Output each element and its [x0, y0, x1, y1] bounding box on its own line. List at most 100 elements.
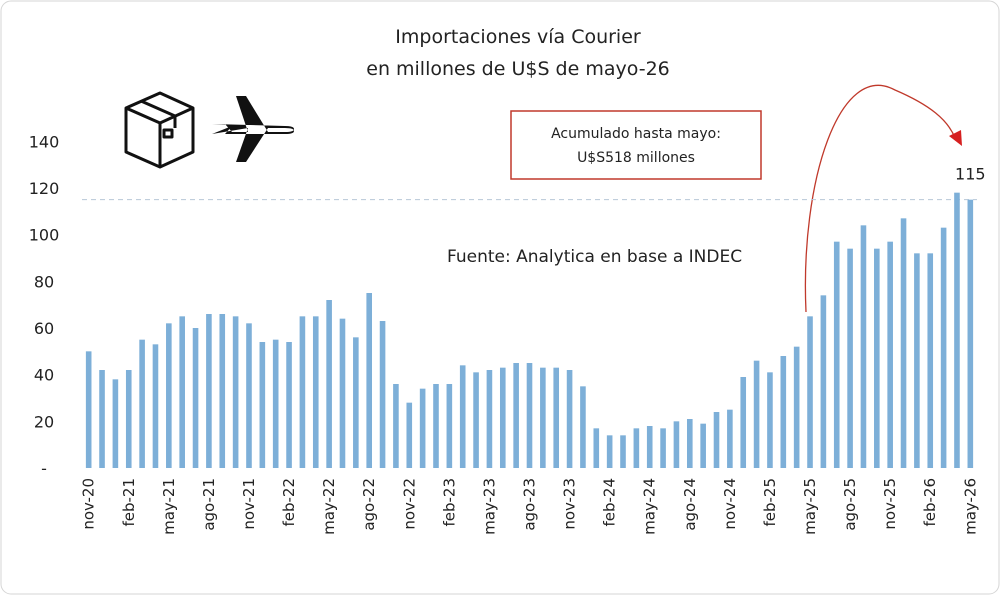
- bar: [499, 367, 506, 468]
- x-tick-label: ago-22: [360, 478, 378, 531]
- x-tick-label: ago-23: [521, 478, 539, 531]
- plane-icon: [212, 96, 294, 162]
- bar: [85, 351, 92, 468]
- data-label: 115: [955, 165, 986, 184]
- box-icon: [124, 91, 195, 169]
- bar: [259, 342, 266, 468]
- annotation-box: [510, 110, 762, 180]
- x-tick-label: may-21: [160, 478, 178, 535]
- x-tick-label: nov-20: [80, 478, 98, 530]
- bar: [833, 241, 840, 468]
- bar: [152, 344, 159, 468]
- bar: [566, 370, 573, 468]
- bar: [419, 388, 426, 468]
- chart-subtitle: en millones de U$S de mayo-26: [366, 58, 670, 80]
- bar: [473, 372, 479, 468]
- y-tick-label: 100: [29, 226, 60, 245]
- bar: [673, 421, 680, 468]
- bar: [753, 360, 760, 468]
- bar: [633, 428, 640, 468]
- bar: [553, 367, 560, 468]
- bar: [112, 379, 119, 468]
- y-tick-label: 40: [34, 366, 54, 385]
- x-tick-label: nov-21: [240, 478, 258, 530]
- bar: [406, 402, 413, 468]
- bar: [967, 199, 974, 468]
- x-tick-label: feb-22: [280, 478, 298, 527]
- bar: [620, 435, 626, 468]
- x-tick-label: ago-25: [841, 478, 859, 531]
- bar: [820, 295, 827, 468]
- bar: [299, 316, 306, 468]
- bar: [246, 323, 252, 468]
- x-tick-label: may-25: [801, 478, 819, 535]
- bar: [793, 346, 800, 468]
- bar: [580, 386, 586, 468]
- bar: [486, 370, 493, 468]
- bar: [540, 367, 546, 468]
- arrow-head: [949, 130, 962, 146]
- x-tick-label: feb-21: [120, 478, 138, 527]
- bar: [660, 428, 666, 468]
- bar: [286, 342, 292, 468]
- x-tick-label: feb-26: [921, 478, 939, 527]
- bar: [125, 370, 132, 468]
- bar: [954, 192, 960, 468]
- x-tick-label: ago-24: [681, 478, 699, 531]
- bar: [446, 384, 453, 468]
- y-tick-label: 140: [29, 132, 60, 151]
- arrow: [804, 84, 956, 313]
- x-tick-label: may-22: [320, 478, 338, 535]
- bar: [379, 321, 386, 468]
- x-tick-label: may-26: [961, 478, 979, 535]
- bar: [713, 412, 720, 468]
- x-tick-label: nov-25: [881, 478, 899, 530]
- bar: [312, 316, 319, 468]
- x-tick-label: nov-24: [721, 478, 739, 530]
- y-tick-label: 20: [34, 412, 54, 431]
- bar: [206, 314, 212, 468]
- bar: [272, 339, 279, 468]
- bar: [914, 253, 920, 468]
- x-tick-label: may-23: [480, 478, 498, 535]
- bar: [847, 248, 853, 468]
- bar: [740, 377, 747, 468]
- bar: [780, 356, 787, 468]
- y-tick-label: 120: [29, 179, 60, 198]
- x-tick-label: feb-24: [601, 478, 619, 527]
- bar: [940, 227, 947, 468]
- bar: [353, 337, 359, 468]
- bar: [767, 372, 773, 468]
- bar: [606, 435, 613, 468]
- bar: [139, 339, 145, 468]
- y-tick-label: -: [41, 459, 47, 478]
- bar: [646, 426, 653, 468]
- bar: [807, 316, 813, 468]
- bar: [727, 409, 733, 468]
- x-tick-label: ago-21: [200, 478, 218, 531]
- bar: [326, 300, 332, 468]
- bar: [900, 218, 907, 468]
- bar: [874, 248, 880, 468]
- bar: [339, 318, 346, 468]
- bar: [513, 363, 519, 468]
- x-tick-label: nov-23: [561, 478, 579, 530]
- x-tick-label: feb-25: [761, 478, 779, 527]
- bar: [927, 253, 934, 468]
- bar: [686, 419, 693, 468]
- x-tick-label: nov-22: [400, 478, 418, 530]
- y-tick-label: 60: [34, 319, 54, 338]
- bar: [192, 328, 199, 468]
- bar: [179, 316, 185, 468]
- x-tick-label: may-24: [641, 478, 659, 535]
- bar: [459, 365, 466, 468]
- bar: [526, 363, 533, 468]
- bar: [860, 225, 867, 468]
- bar: [700, 423, 706, 468]
- chart-title: Importaciones vía Courier: [395, 26, 641, 48]
- bar: [366, 293, 373, 468]
- x-tick-label: feb-23: [440, 478, 458, 527]
- bar: [166, 323, 172, 468]
- bar: [219, 314, 226, 468]
